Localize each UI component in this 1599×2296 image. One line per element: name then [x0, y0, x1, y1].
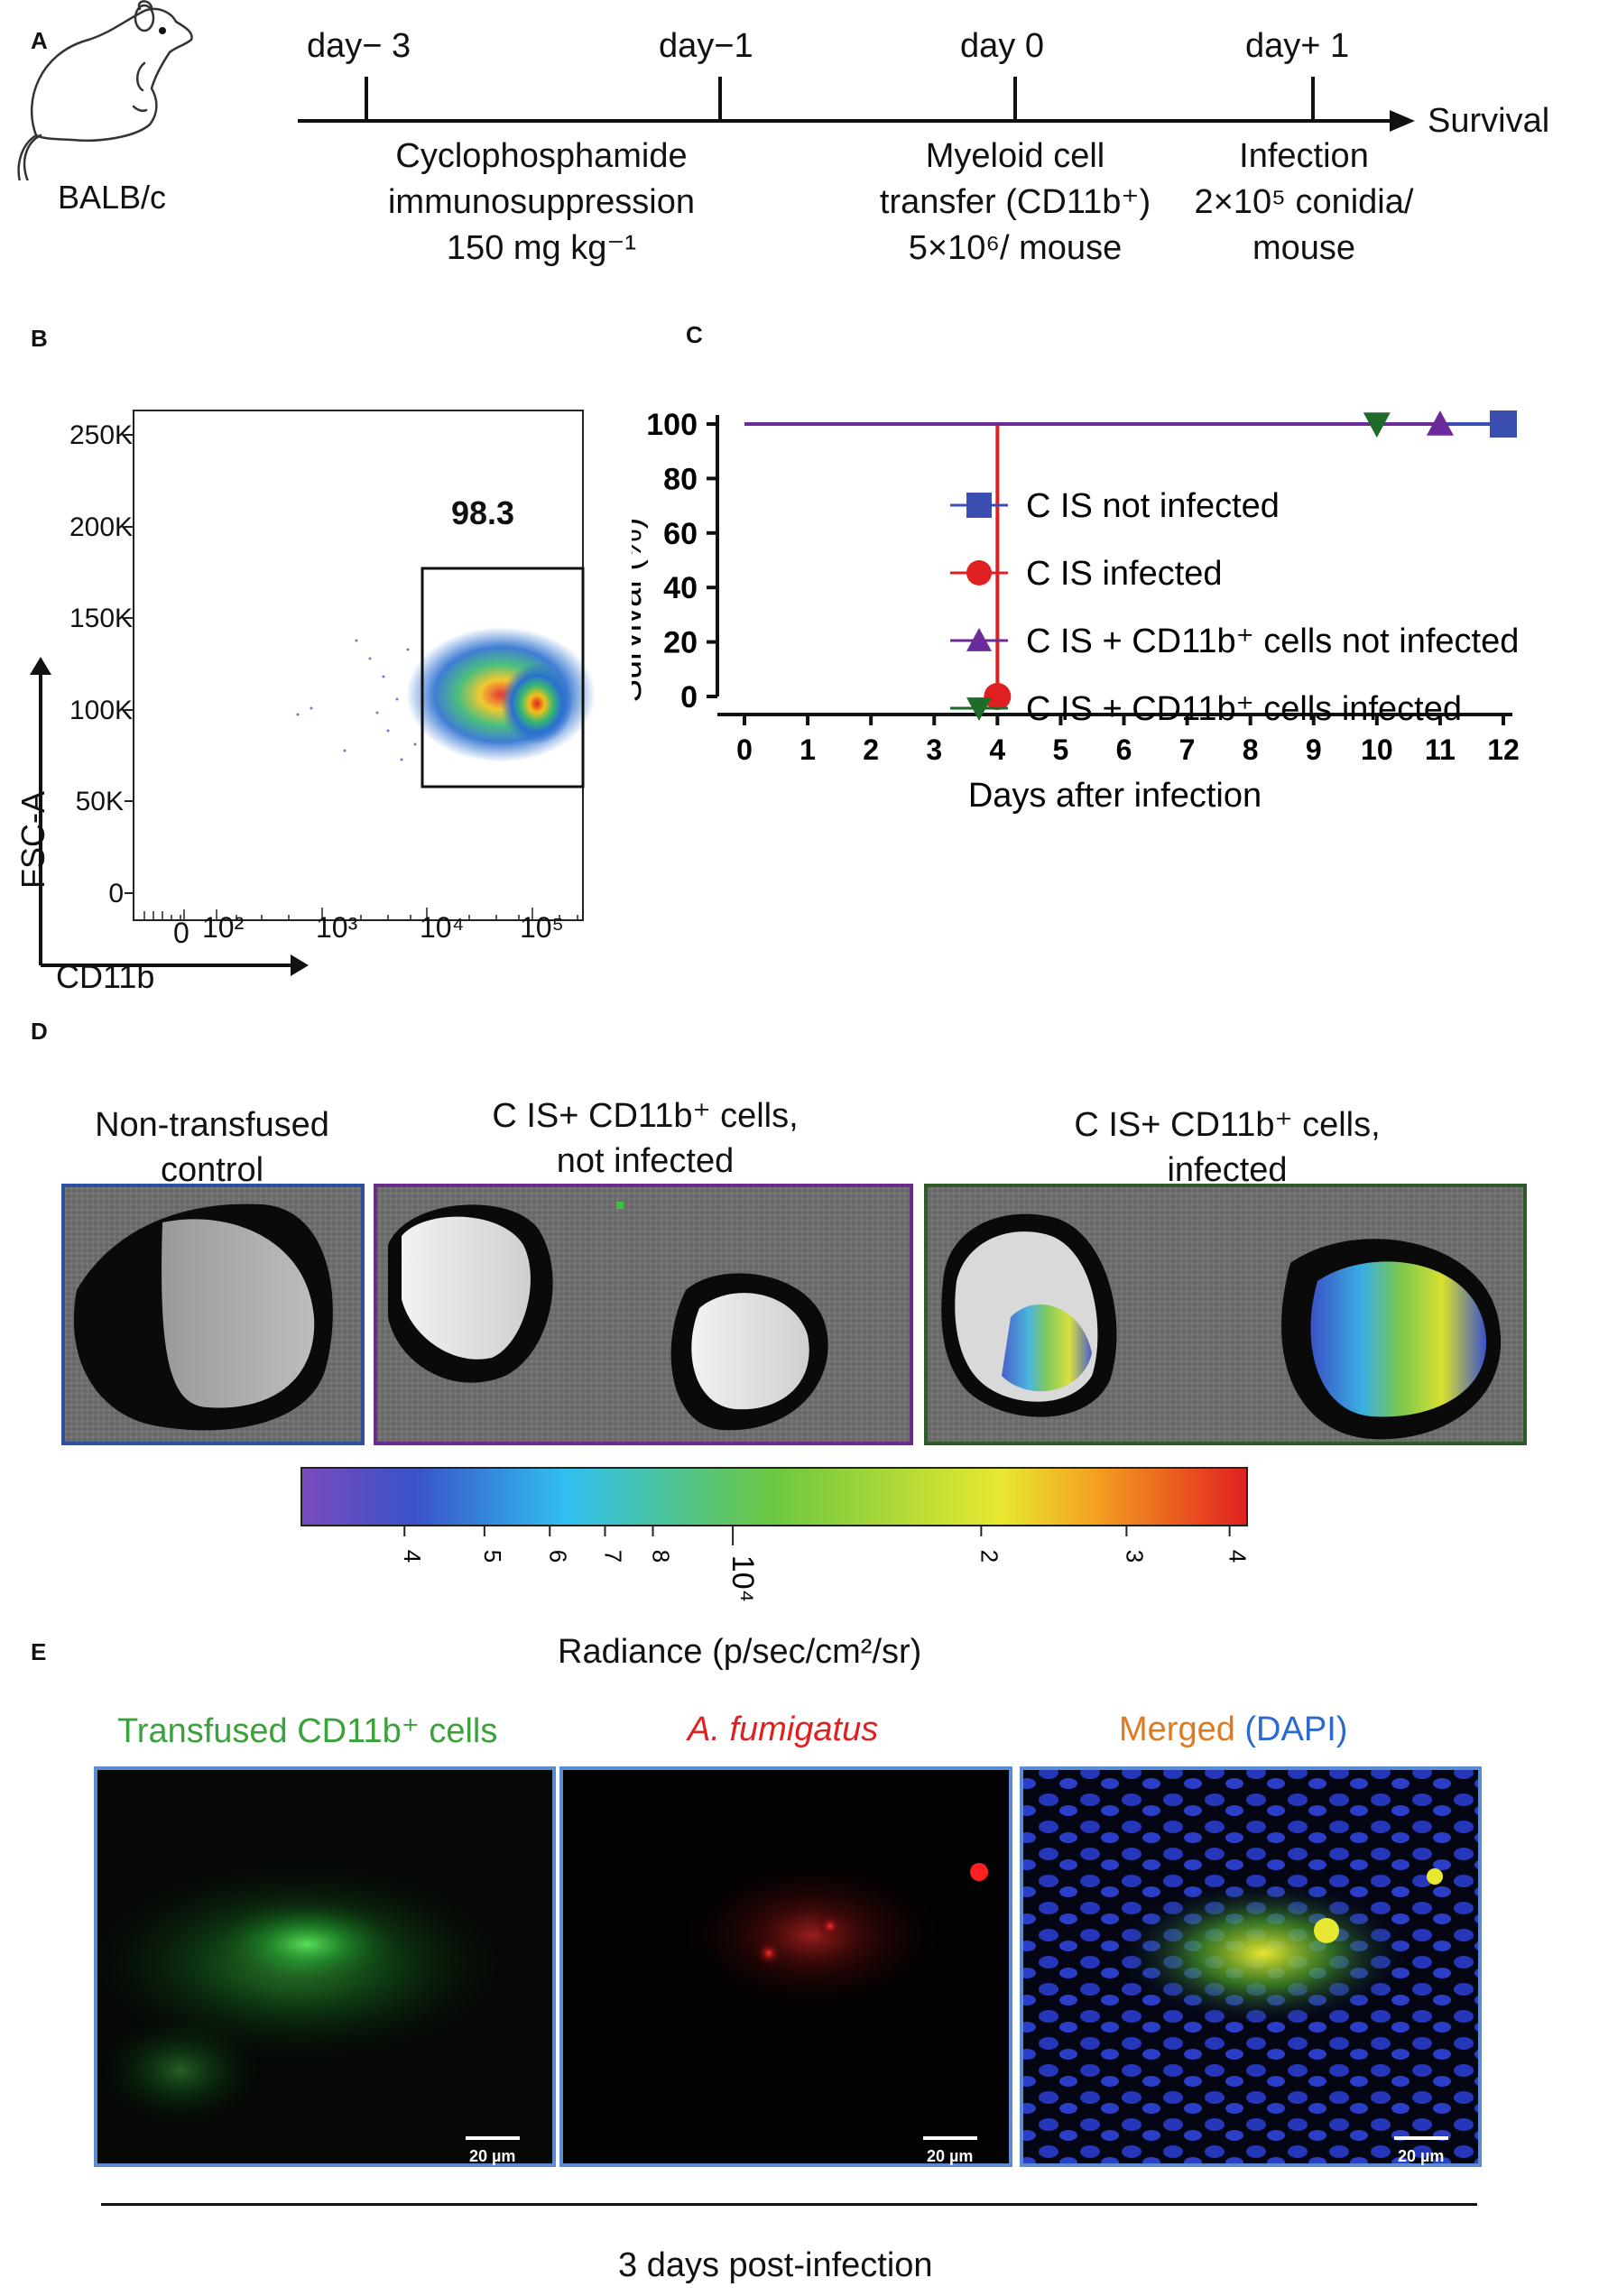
flow-cytometry-plot	[30, 410, 596, 976]
flow-y-tick: 0	[108, 879, 124, 908]
legend-label: C IS infected	[1026, 555, 1223, 593]
mouse-icon	[17, 0, 193, 180]
timeline-desc-day-minus3: Cyclophosphamide immunosuppression 150 m…	[387, 137, 696, 267]
y-axis-title: Survival (%)	[632, 518, 649, 703]
x-axis-title: Days after infection	[968, 777, 1262, 815]
scale-bar-label: 20 µm	[927, 2147, 974, 2165]
y-tick-label: 40	[663, 571, 698, 605]
x-tick-label: 12	[1487, 733, 1520, 766]
y-tick-label: 0	[680, 680, 698, 715]
scale-bar-label: 20 µm	[1398, 2147, 1445, 2165]
flow-x-tick: 0	[173, 917, 189, 949]
flow-y-tick: 250K	[69, 420, 134, 450]
flow-x-tick: 10⁴	[420, 911, 465, 944]
timeline-tick-label: day− 3	[307, 27, 411, 65]
legend-marker	[966, 493, 992, 518]
x-tick-label: 2	[863, 733, 879, 766]
flow-y-axis-label: FSC-A	[14, 791, 51, 889]
series-end-marker	[984, 683, 1012, 710]
timepoint-bracket	[101, 2203, 1477, 2206]
colorbar-tick-label: 2	[975, 1550, 1003, 1563]
micrograph-title-merged: Merged (DAPI)	[1119, 1710, 1347, 1749]
x-tick-label: 11	[1425, 733, 1456, 766]
x-tick-label: 3	[926, 733, 942, 766]
series-line	[744, 422, 1000, 696]
timeline-tick-label: day−1	[659, 27, 753, 65]
mouse-strain-label: BALB/c	[58, 179, 167, 216]
flow-y-tick: 50K	[75, 787, 124, 816]
legend-marker	[966, 628, 992, 651]
colorbar-tick-label: 6	[544, 1550, 571, 1563]
micrograph-title-green: Transfused CD11b⁺ cells	[117, 1712, 498, 1750]
flow-y-tick: 100K	[69, 696, 134, 725]
x-tick-label: 7	[1179, 733, 1196, 766]
legend-marker	[966, 560, 992, 586]
imaging-group-label: C IS+ CD11b⁺ cells, infected	[1074, 1106, 1381, 1189]
panel-label-b: B	[31, 325, 48, 352]
legend-label: C IS + CD11b⁺ cells not infected	[1026, 622, 1519, 660]
flow-x-axis-label: CD11b	[56, 958, 155, 995]
x-tick-label: 5	[1053, 733, 1069, 766]
x-tick-label: 4	[989, 733, 1005, 766]
timepoint-label: 3 days post-infection	[618, 2246, 933, 2284]
y-tick-label: 60	[663, 517, 698, 551]
micrograph-panels	[90, 1766, 1482, 2167]
radiance-colorbar: 4 5 6 7 8 10⁴ 2 3 4	[300, 1467, 1252, 1602]
timeline-axis	[298, 77, 1415, 132]
flow-x-tick: 10³	[316, 911, 358, 944]
x-tick-label: 0	[736, 733, 753, 766]
colorbar-tick-label: 5	[479, 1550, 506, 1563]
imaging-group-label: C IS+ CD11b⁺ cells, not infected	[492, 1097, 799, 1180]
gate-percentage: 98.3	[451, 494, 515, 531]
y-tick-label: 100	[646, 408, 698, 442]
legend-marker	[966, 697, 992, 721]
dapi-label: (DAPI)	[1244, 1710, 1348, 1748]
x-tick-label: 9	[1306, 733, 1322, 766]
timeline-tick-label: day+ 1	[1245, 27, 1350, 65]
timeline-desc-day1: Infection 2×10⁵ conidia/ mouse	[1194, 137, 1414, 267]
colorbar-tick-label: 7	[599, 1550, 626, 1563]
colorbar-tick-label: 10⁴	[726, 1555, 760, 1602]
flow-y-tick: 150K	[69, 604, 134, 633]
flow-x-tick: 10²	[202, 911, 245, 944]
x-tick-label: 6	[1116, 733, 1132, 766]
imaging-group-label: Non-transfused control	[95, 1106, 329, 1189]
timeline-tick-label: day 0	[960, 27, 1044, 65]
merged-label: Merged	[1119, 1710, 1235, 1748]
scale-bar-label: 20 µm	[469, 2147, 516, 2165]
flow-y-tick: 200K	[69, 512, 134, 542]
colorbar-label: Radiance (p/sec/cm²/sr)	[558, 1633, 922, 1671]
timeline-desc-day0: Myeloid cell transfer (CD11b⁺) 5×10⁶/ mo…	[879, 137, 1151, 267]
bioluminescence-images	[61, 1184, 1527, 1445]
legend-label: C IS + CD11b⁺ cells infected	[1026, 690, 1462, 728]
series-end-marker	[1363, 412, 1391, 438]
timeline-end-label: Survival	[1428, 102, 1550, 140]
series-end-marker	[1490, 410, 1517, 438]
x-tick-label: 10	[1361, 733, 1393, 766]
panel-label-c: C	[686, 321, 703, 348]
colorbar-tick-label: 8	[647, 1550, 674, 1563]
micrograph-title-red: A. fumigatus	[688, 1710, 879, 1748]
panel-label-a: A	[31, 27, 48, 54]
series-end-marker	[1426, 410, 1454, 436]
legend-label: C IS not infected	[1026, 487, 1280, 525]
y-tick-label: 20	[663, 626, 698, 660]
flow-x-tick: 10⁵	[520, 911, 564, 944]
colorbar-tick-label: 3	[1121, 1550, 1148, 1563]
y-tick-label: 80	[663, 462, 698, 496]
colorbar-tick-label: 4	[399, 1550, 426, 1563]
colorbar-tick-label: 4	[1225, 1550, 1252, 1563]
panel-label-e: E	[31, 1638, 47, 1665]
panel-label-d: D	[31, 1018, 48, 1045]
x-tick-label: 8	[1243, 733, 1259, 766]
x-tick-label: 1	[800, 733, 816, 766]
